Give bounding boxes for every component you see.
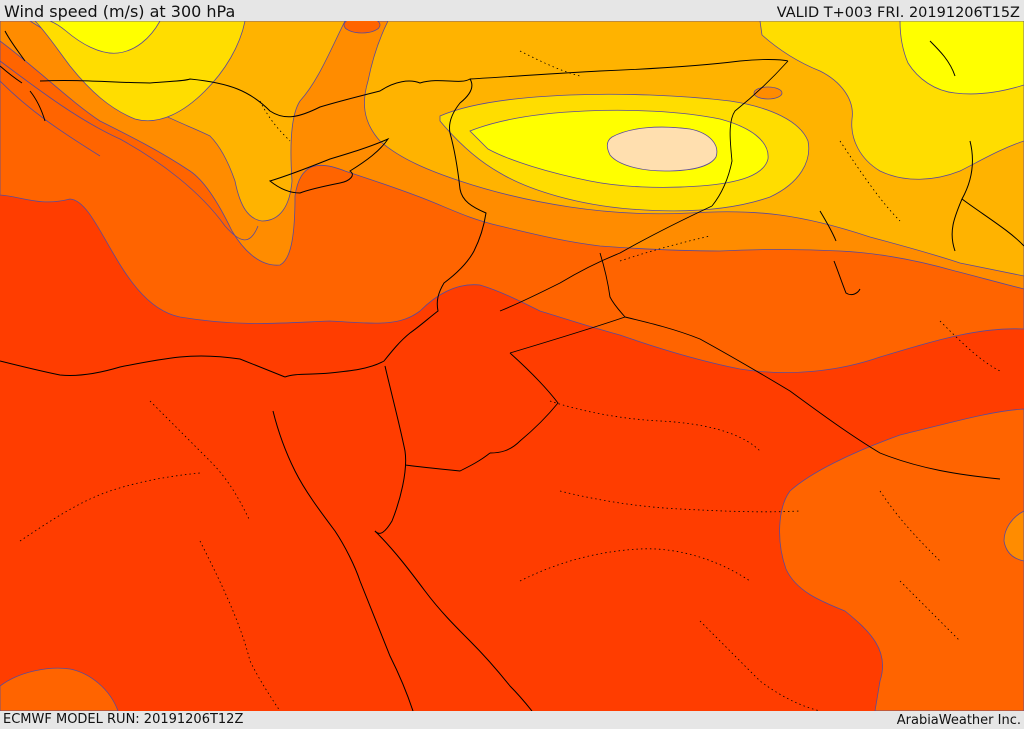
wind-speed-map bbox=[0, 21, 1024, 711]
band-dark-bl bbox=[0, 667, 119, 711]
model-run-label: ECMWF MODEL RUN: 20191206T12Z bbox=[3, 712, 244, 727]
patch-dark-small bbox=[343, 21, 381, 34]
valid-time: VALID T+003 FRI. 20191206T15Z bbox=[776, 5, 1020, 21]
jet-core bbox=[606, 126, 718, 172]
header-bar: Wind speed (m/s) at 300 hPa VALID T+003 … bbox=[0, 0, 1024, 21]
admin-borders bbox=[19, 50, 1001, 711]
coastlines bbox=[0, 30, 1024, 711]
credit-label: ArabiaWeather Inc. bbox=[896, 713, 1021, 728]
band-bright-nw bbox=[49, 21, 161, 54]
contour-lines bbox=[0, 60, 259, 241]
band-dark-patch bbox=[779, 408, 1024, 711]
band-bright-ne bbox=[899, 21, 1024, 95]
footer-bar: ECMWF MODEL RUN: 20191206T12Z ArabiaWeat… bbox=[0, 711, 1024, 729]
patch-right-edge bbox=[1003, 510, 1024, 562]
country-borders bbox=[404, 59, 1001, 480]
patch-orange-small bbox=[753, 86, 783, 100]
map-title: Wind speed (m/s) at 300 hPa bbox=[4, 2, 236, 21]
